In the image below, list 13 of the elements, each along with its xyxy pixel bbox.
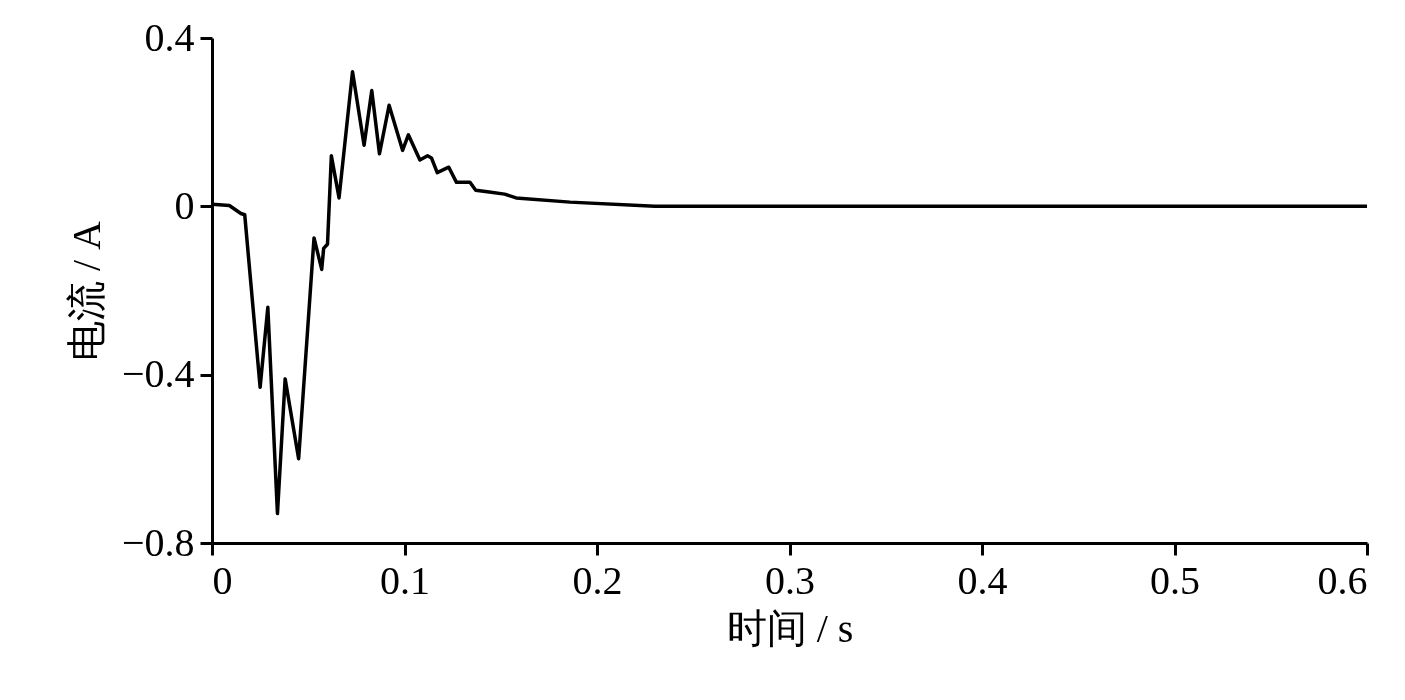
y-tick-label: −0.4 <box>121 351 195 397</box>
y-tick-label: 0.4 <box>144 14 195 60</box>
x-tick-label: 0.2 <box>572 557 623 603</box>
y-axis-title: 电流 / A <box>63 220 109 361</box>
x-tick-label: 0.6 <box>1317 557 1368 603</box>
y-tick-label: −0.8 <box>121 519 195 565</box>
x-tick-label: 0.1 <box>380 557 430 603</box>
y-tick-label: 0 <box>174 182 195 228</box>
x-axis-title: 时间 / s <box>726 605 854 651</box>
x-tick-label: 0.3 <box>765 557 815 603</box>
x-tick-label: 0 <box>212 557 233 603</box>
x-tick-label: 0.4 <box>957 557 1008 603</box>
x-tick-label: 0.5 <box>1150 557 1200 603</box>
